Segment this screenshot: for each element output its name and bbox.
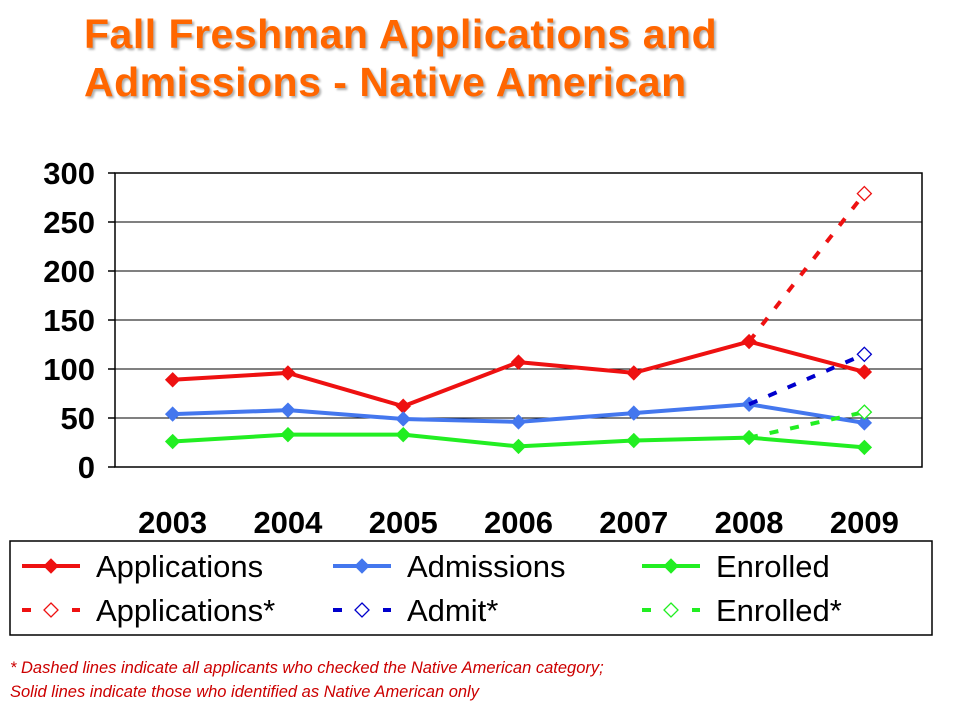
y-tick-label: 100 — [43, 352, 95, 387]
chart-title: Fall Freshman Applications and Admission… — [84, 10, 904, 106]
plot-area-frame — [114, 172, 923, 468]
legend-item-enrolled-star: Enrolled* — [642, 593, 842, 628]
data-point — [164, 372, 181, 388]
legend-label: Enrolled* — [716, 593, 842, 628]
y-tick-label: 50 — [61, 401, 95, 436]
legend: Applications Admissions Enrolled Applicatio… — [9, 540, 933, 636]
series-line — [748, 410, 865, 440]
footnote-line-2: Solid lines indicate those who identifie… — [10, 683, 479, 701]
data-point — [164, 433, 181, 450]
data-point — [856, 439, 873, 456]
legend-label: Admissions — [407, 549, 566, 584]
legend-swatch-marker — [354, 602, 370, 618]
data-point — [280, 426, 296, 443]
series-applications-star — [747, 185, 873, 343]
legend-swatch-marker — [663, 602, 679, 618]
series-enrolled-star — [748, 404, 873, 440]
series-line — [747, 192, 866, 343]
data-point — [856, 364, 873, 380]
data-point — [626, 405, 642, 421]
data-point — [626, 365, 642, 381]
data-point — [856, 346, 873, 363]
data-point — [395, 426, 411, 443]
series-enrolled — [164, 426, 873, 456]
legend-item-applications: Applications — [22, 549, 263, 584]
data-point — [856, 185, 873, 202]
data-point — [856, 404, 873, 421]
y-tick-label: 300 — [43, 156, 95, 191]
data-point — [280, 365, 296, 381]
data-point — [164, 406, 181, 422]
legend-item-applications-star: Applications* — [22, 593, 275, 628]
data-point — [856, 415, 873, 431]
x-tick-label: 2003 — [138, 505, 207, 540]
data-point — [510, 438, 527, 455]
legend-label: Enrolled — [716, 549, 830, 584]
footnote: * Dashed lines indicate all applicants w… — [10, 656, 950, 704]
legend-swatch-marker — [43, 558, 59, 574]
legend-label: Applications — [96, 549, 263, 584]
data-point — [395, 411, 411, 427]
x-tick-label: 2006 — [484, 505, 553, 540]
series-admit-star — [748, 346, 873, 407]
legend-item-admit-star: Admit* — [333, 593, 498, 628]
y-tick-label: 250 — [43, 205, 95, 240]
y-axis-tick-labels: 0 50 100 150 200 250 300 — [43, 156, 95, 485]
legend-swatch-marker — [663, 558, 679, 574]
x-tick-label: 2009 — [830, 505, 899, 540]
x-axis-tick-labels: 2003 2004 2005 2006 2007 2008 2009 — [138, 505, 899, 540]
legend-label: Applications* — [96, 593, 275, 628]
data-point — [280, 402, 296, 418]
y-tick-label: 0 — [78, 450, 95, 485]
chart-title-line-1: Fall Freshman Applications and — [84, 11, 718, 57]
y-tick-label: 200 — [43, 254, 95, 289]
x-tick-label: 2004 — [253, 505, 323, 540]
x-tick-label: 2007 — [599, 505, 668, 540]
series-line — [748, 352, 866, 407]
data-point — [626, 432, 642, 449]
legend-swatch-marker — [43, 602, 59, 618]
data-point — [510, 354, 527, 370]
series-line — [172, 339, 865, 409]
legend-item-admissions: Admissions — [333, 549, 566, 584]
footnote-line-1: * Dashed lines indicate all applicants w… — [10, 659, 604, 677]
legend-label: Admit* — [407, 593, 498, 628]
series-applications — [164, 333, 873, 414]
x-tick-label: 2005 — [369, 505, 438, 540]
chart-title-line-2: Admissions - Native American — [84, 59, 687, 105]
series-admissions — [164, 396, 873, 431]
x-tick-label: 2008 — [715, 505, 784, 540]
legend-item-enrolled: Enrolled — [642, 549, 830, 584]
data-point — [510, 414, 527, 430]
y-tick-label: 150 — [43, 303, 95, 338]
legend-frame — [9, 540, 933, 636]
legend-swatch-marker — [354, 558, 370, 574]
series-layer — [164, 185, 873, 456]
data-point — [395, 398, 411, 414]
